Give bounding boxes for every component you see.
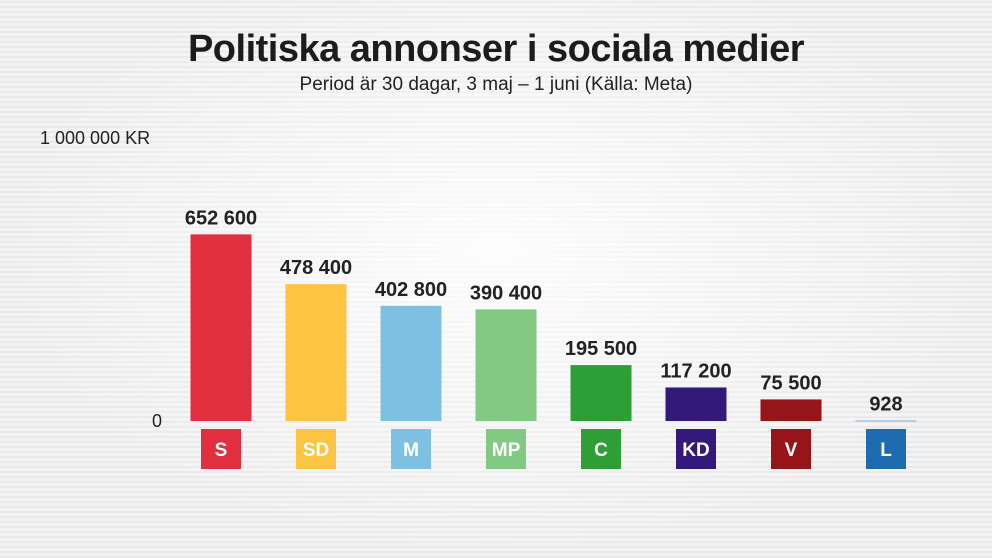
value-label-v: 75 500 xyxy=(760,372,821,394)
value-label-s: 652 600 xyxy=(185,207,257,229)
bar-l xyxy=(855,420,917,422)
bar-mp xyxy=(475,309,537,421)
party-badge-l xyxy=(866,429,906,469)
party-badge-sd xyxy=(296,429,336,469)
category-label-v: V xyxy=(785,440,798,461)
category-label-s: S xyxy=(215,440,228,461)
value-label-m: 402 800 xyxy=(375,279,447,301)
bar-sd xyxy=(285,284,347,421)
bar-v xyxy=(760,399,822,421)
value-label-l: 928 xyxy=(869,394,902,416)
category-label-c: C xyxy=(594,440,608,461)
party-badge-m xyxy=(391,429,431,469)
bar-c xyxy=(570,365,632,421)
chart-title: Politiska annonser i sociala medier xyxy=(187,28,805,70)
y-tick-zero: 0 xyxy=(152,411,163,431)
category-label-sd: SD xyxy=(303,440,329,461)
value-label-kd: 117 200 xyxy=(660,360,731,382)
party-badge-mp xyxy=(486,429,526,469)
value-label-mp: 390 400 xyxy=(470,282,542,304)
category-label-m: M xyxy=(403,440,419,461)
bar-s xyxy=(190,234,252,421)
party-badge-s xyxy=(201,429,241,469)
category-label-kd: KD xyxy=(682,440,709,461)
category-label-mp: MP xyxy=(492,440,521,461)
party-badge-kd xyxy=(676,429,716,469)
value-label-c: 195 500 xyxy=(565,338,637,360)
bar-kd xyxy=(665,387,727,421)
party-badge-v xyxy=(771,429,811,469)
y-tick-max: 1 000 000 KR xyxy=(40,128,151,148)
bar-m xyxy=(380,305,442,421)
party-badge-c xyxy=(581,429,621,469)
value-label-sd: 478 400 xyxy=(280,257,352,279)
category-label-l: L xyxy=(880,440,892,461)
chart-subtitle: Period är 30 dagar, 3 maj – 1 juni (Käll… xyxy=(299,74,693,95)
